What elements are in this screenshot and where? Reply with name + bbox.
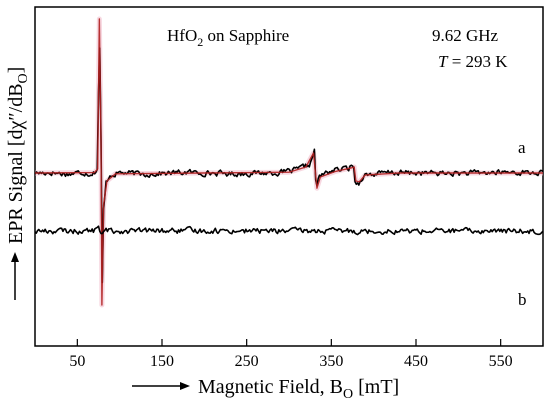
series-line-a xyxy=(34,47,544,284)
curve-label-b: b xyxy=(518,290,527,309)
x-tick-label-50: 50 xyxy=(69,353,85,370)
x-axis-arrow-head xyxy=(180,382,190,390)
frequency-annotation: 9.62 GHz xyxy=(432,26,499,45)
series-layer xyxy=(34,16,544,308)
x-tick-label-250: 250 xyxy=(235,353,259,370)
x-tick-label-150: 150 xyxy=(150,353,174,370)
curve-label-a: a xyxy=(518,138,526,157)
x-axis-tick-labels: 50 150 250 350 450 550 xyxy=(69,353,512,370)
x-axis-label-group: Magnetic Field, BO [mT] xyxy=(132,376,399,402)
sample-annotation: HfO2 on Sapphire xyxy=(167,26,289,49)
y-axis-arrow-head xyxy=(11,252,19,262)
series-line-b xyxy=(34,225,544,236)
x-tick-label-350: 350 xyxy=(319,353,343,370)
x-tick-label-450: 450 xyxy=(404,353,428,370)
y-axis-label-group: EPR Signal [dχ″/dBO] xyxy=(5,67,31,300)
temperature-annotation: T = 293 K xyxy=(438,52,508,71)
y-axis-label: EPR Signal [dχ″/dBO] xyxy=(5,67,31,244)
x-axis-ticks xyxy=(76,339,502,346)
x-axis-label: Magnetic Field, BO [mT] xyxy=(198,376,399,402)
x-tick-label-550: 550 xyxy=(489,353,513,370)
plot-frame xyxy=(34,6,544,347)
simulation-line xyxy=(34,18,543,306)
